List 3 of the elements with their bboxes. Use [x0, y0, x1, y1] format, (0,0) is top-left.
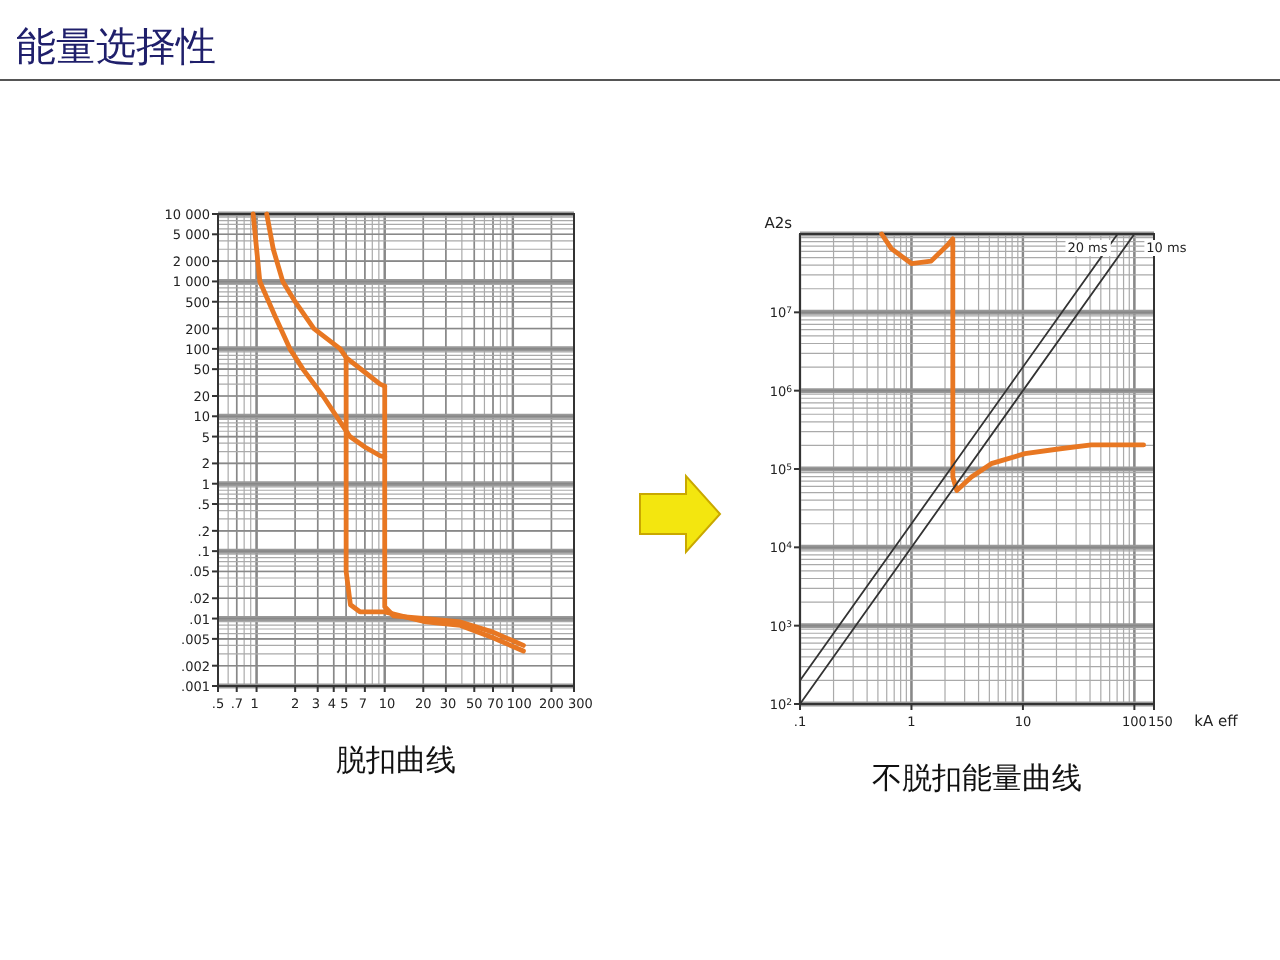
text: 能量选择性	[16, 22, 216, 70]
text: 不脱扣能量曲线	[872, 760, 1082, 796]
text: 脱扣曲线	[336, 742, 456, 778]
